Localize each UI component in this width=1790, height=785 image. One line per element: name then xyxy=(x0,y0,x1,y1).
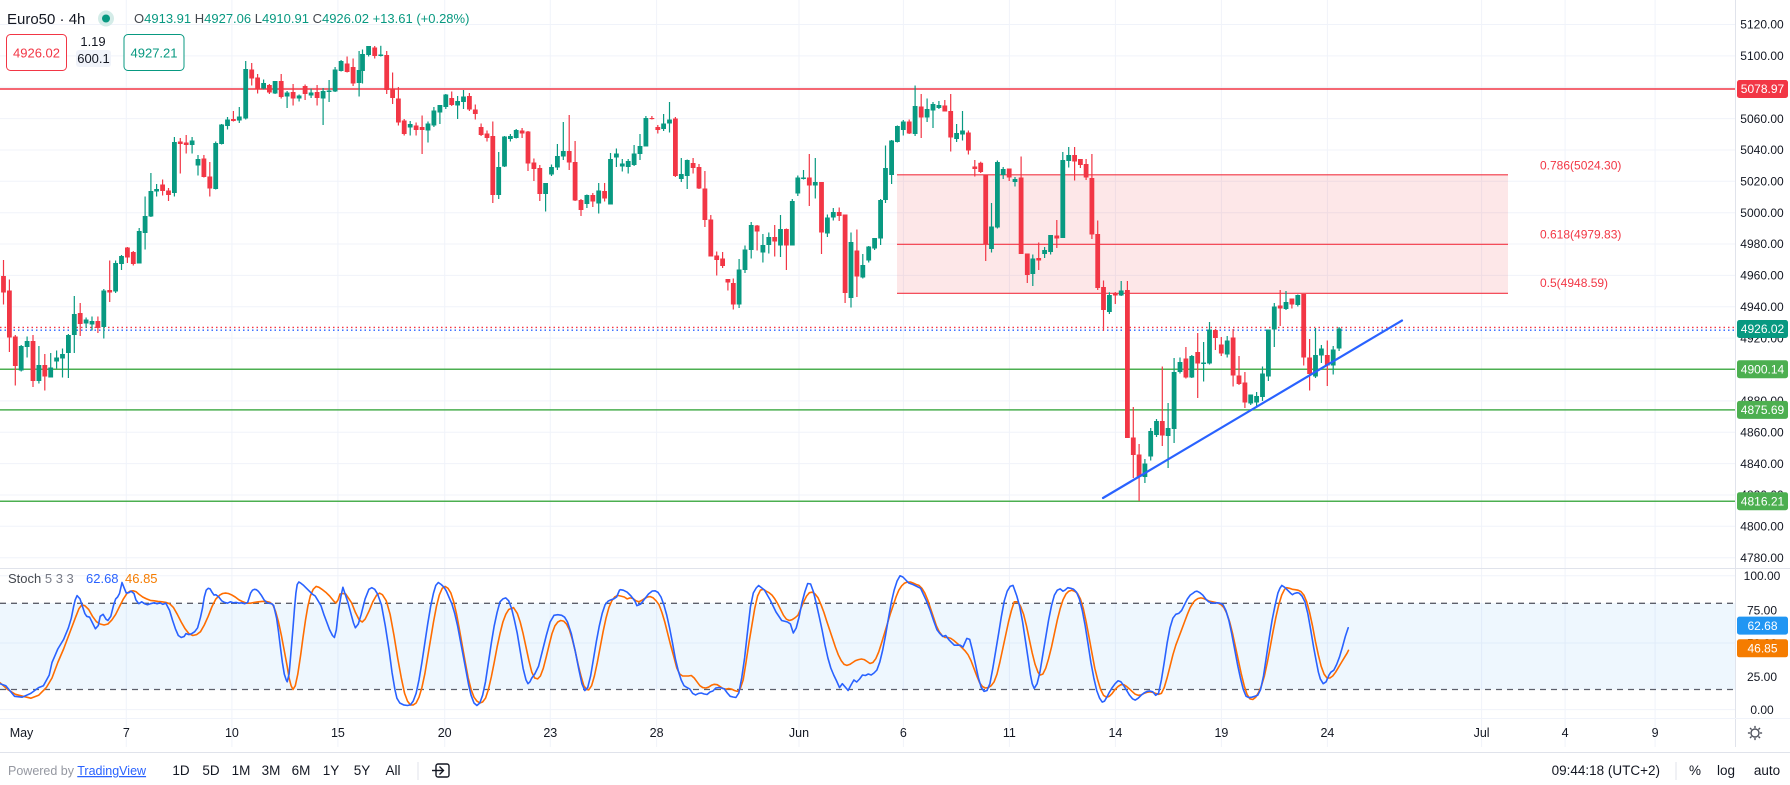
svg-text:Euro50 · 4h: Euro50 · 4h xyxy=(7,11,85,28)
svg-text:O4913.91 H4927.06 L4910.91 C49: O4913.91 H4927.06 L4910.91 C4926.02 +13.… xyxy=(134,11,469,26)
svg-text:5120.00: 5120.00 xyxy=(1740,18,1784,32)
svg-text:46.85: 46.85 xyxy=(125,571,158,586)
svg-text:1Y: 1Y xyxy=(323,763,340,778)
svg-text:4926.02: 4926.02 xyxy=(13,46,60,61)
svg-text:5D: 5D xyxy=(202,763,220,778)
svg-text:6M: 6M xyxy=(292,763,311,778)
svg-text:4816.21: 4816.21 xyxy=(1741,494,1785,508)
svg-text:3M: 3M xyxy=(262,763,281,778)
svg-text:600.1: 600.1 xyxy=(77,51,110,66)
svg-text:24: 24 xyxy=(1320,726,1334,740)
svg-text:1D: 1D xyxy=(172,763,190,778)
svg-text:15: 15 xyxy=(331,726,345,740)
svg-text:100.00: 100.00 xyxy=(1744,569,1781,583)
svg-text:4800.00: 4800.00 xyxy=(1740,520,1784,534)
svg-text:Jul: Jul xyxy=(1474,726,1490,740)
svg-text:62.68: 62.68 xyxy=(86,571,119,586)
svg-text:5020.00: 5020.00 xyxy=(1740,175,1784,189)
svg-text:46.85: 46.85 xyxy=(1747,642,1777,656)
svg-text:62.68: 62.68 xyxy=(1747,619,1777,633)
svg-text:9: 9 xyxy=(1652,726,1659,740)
svg-text:11: 11 xyxy=(1003,726,1016,740)
svg-text:Jun: Jun xyxy=(789,726,809,740)
svg-text:Powered by TradingView: Powered by TradingView xyxy=(8,764,147,778)
svg-text:log: log xyxy=(1717,763,1735,778)
svg-text:4860.00: 4860.00 xyxy=(1740,425,1784,439)
svg-text:%: % xyxy=(1689,763,1701,778)
svg-text:4: 4 xyxy=(1562,726,1569,740)
svg-text:19: 19 xyxy=(1214,726,1228,740)
svg-text:5100.00: 5100.00 xyxy=(1740,49,1784,63)
svg-text:4926.02: 4926.02 xyxy=(1741,322,1785,336)
svg-text:6: 6 xyxy=(900,726,907,740)
svg-text:0.5(4948.59): 0.5(4948.59) xyxy=(1540,276,1608,290)
svg-text:20: 20 xyxy=(438,726,452,740)
svg-text:5Y: 5Y xyxy=(354,763,371,778)
svg-text:75.00: 75.00 xyxy=(1747,604,1777,618)
svg-text:0.786(5024.30): 0.786(5024.30) xyxy=(1540,159,1621,173)
svg-text:auto: auto xyxy=(1754,763,1780,778)
svg-text:7: 7 xyxy=(123,726,130,740)
svg-text:28: 28 xyxy=(650,726,664,740)
svg-text:4840.00: 4840.00 xyxy=(1740,457,1784,471)
svg-text:0.618(4979.83): 0.618(4979.83) xyxy=(1540,228,1621,242)
svg-text:4780.00: 4780.00 xyxy=(1740,551,1784,565)
svg-text:4900.14: 4900.14 xyxy=(1741,362,1785,376)
svg-text:14: 14 xyxy=(1108,726,1122,740)
svg-text:Stoch 5 3 3: Stoch 5 3 3 xyxy=(8,571,74,586)
svg-text:4980.00: 4980.00 xyxy=(1740,237,1784,251)
svg-text:4927.21: 4927.21 xyxy=(131,46,178,61)
svg-text:4875.69: 4875.69 xyxy=(1741,403,1785,417)
svg-text:4960.00: 4960.00 xyxy=(1740,269,1784,283)
svg-text:1M: 1M xyxy=(232,763,251,778)
svg-text:All: All xyxy=(385,763,400,778)
svg-text:0.00: 0.00 xyxy=(1750,703,1774,717)
svg-text:5078.97: 5078.97 xyxy=(1741,82,1785,96)
svg-text:1.19: 1.19 xyxy=(80,34,105,49)
svg-text:5060.00: 5060.00 xyxy=(1740,112,1784,126)
svg-text:10: 10 xyxy=(225,726,239,740)
svg-text:23: 23 xyxy=(543,726,557,740)
svg-text:09:44:18 (UTC+2): 09:44:18 (UTC+2) xyxy=(1552,763,1660,778)
svg-text:May: May xyxy=(10,726,34,740)
svg-text:25.00: 25.00 xyxy=(1747,670,1777,684)
svg-text:5000.00: 5000.00 xyxy=(1740,206,1784,220)
svg-text:5040.00: 5040.00 xyxy=(1740,143,1784,157)
svg-text:4940.00: 4940.00 xyxy=(1740,300,1784,314)
